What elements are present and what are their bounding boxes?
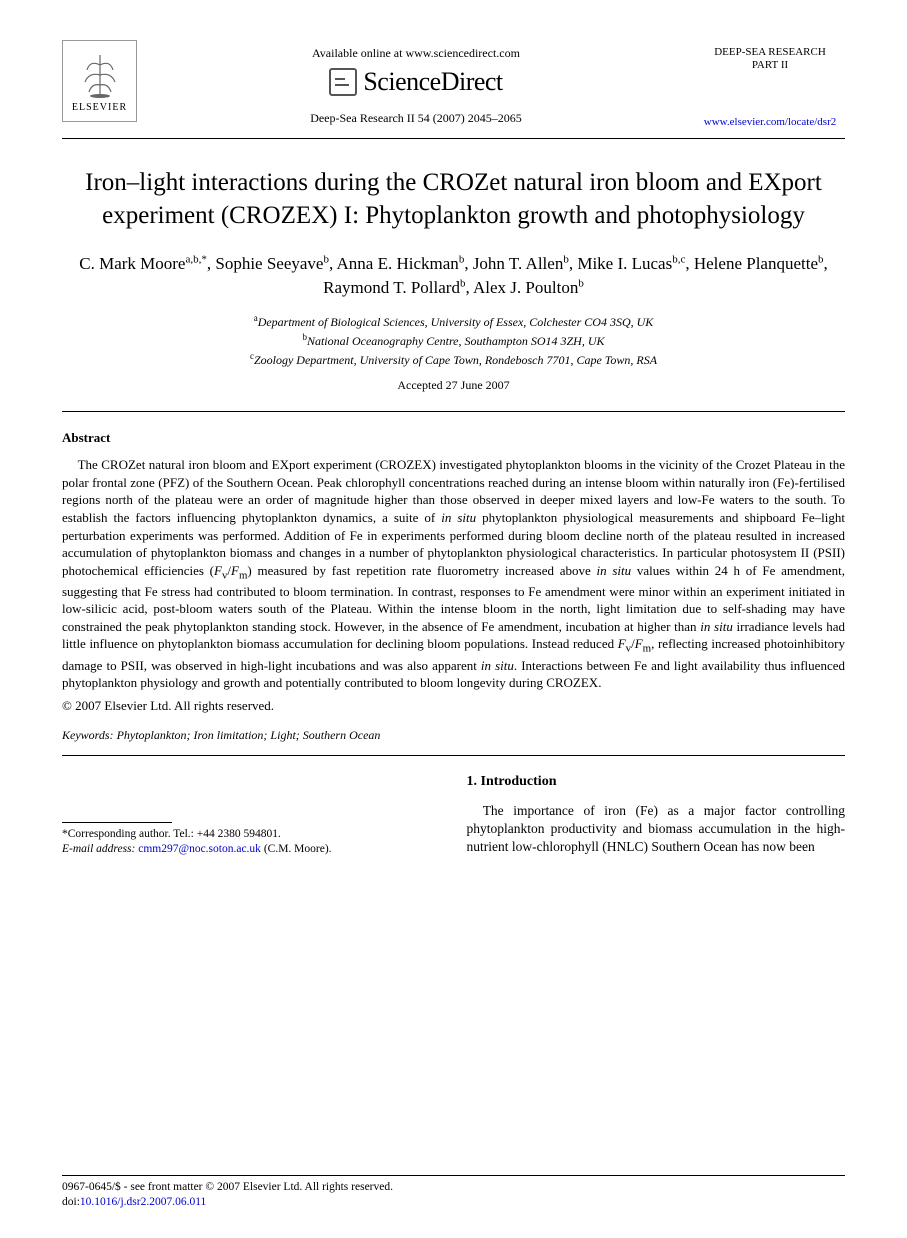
- sciencedirect-text: ScienceDirect: [363, 67, 502, 97]
- accepted-date: Accepted 27 June 2007: [62, 378, 845, 393]
- email-name: (C.M. Moore).: [264, 843, 332, 855]
- available-online-text: Available online at www.sciencedirect.co…: [137, 46, 695, 61]
- right-header: DEEP-SEA RESEARCH PART II www.elsevier.c…: [695, 40, 845, 130]
- footer-rule: [62, 1175, 845, 1176]
- keywords-list: Phytoplankton; Iron limitation; Light; S…: [117, 728, 381, 742]
- abstract-copyright: © 2007 Elsevier Ltd. All rights reserved…: [62, 698, 845, 714]
- doi-link[interactable]: 10.1016/j.dsr2.2007.06.011: [80, 1196, 206, 1208]
- journal-name-line1: DEEP-SEA RESEARCH: [714, 46, 826, 58]
- header-rule: [62, 138, 845, 139]
- email-line: E-mail address: cmm297@noc.soton.ac.uk (…: [62, 842, 441, 857]
- sciencedirect-logo: ScienceDirect: [137, 67, 695, 97]
- abstract-heading: Abstract: [62, 430, 845, 446]
- article-title: Iron–light interactions during the CROZe…: [62, 167, 845, 232]
- keywords-label: Keywords:: [62, 728, 114, 742]
- elsevier-logo: ELSEVIER: [62, 40, 137, 122]
- right-column: 1. Introduction The importance of iron (…: [467, 774, 846, 857]
- journal-reference: Deep-Sea Research II 54 (2007) 2045–2065: [137, 111, 695, 126]
- corresponding-email-link[interactable]: cmm297@noc.soton.ac.uk: [138, 843, 261, 855]
- corresponding-author-footnote: *Corresponding author. Tel.: +44 2380 59…: [62, 827, 441, 857]
- email-label: E-mail address:: [62, 843, 135, 855]
- affiliation-a: aDepartment of Biological Sciences, Univ…: [62, 312, 845, 331]
- issn-line: 0967-0645/$ - see front matter © 2007 El…: [62, 1180, 845, 1195]
- sciencedirect-icon: [329, 68, 357, 96]
- introduction-paragraph: The importance of iron (Fe) as a major f…: [467, 802, 846, 857]
- elsevier-tree-icon: [75, 50, 125, 100]
- affiliation-b: bNational Oceanography Centre, Southampt…: [62, 331, 845, 350]
- corresponding-line: *Corresponding author. Tel.: +44 2380 59…: [62, 827, 441, 842]
- introduction-heading: 1. Introduction: [467, 774, 846, 790]
- post-abstract-rule: [62, 755, 845, 756]
- publisher-label: ELSEVIER: [72, 102, 127, 113]
- doi-label: doi:: [62, 1196, 80, 1208]
- affiliations: aDepartment of Biological Sciences, Univ…: [62, 312, 845, 368]
- page-header: ELSEVIER Available online at www.science…: [62, 40, 845, 130]
- journal-name-line2: PART II: [752, 59, 788, 71]
- journal-name: DEEP-SEA RESEARCH PART II: [695, 46, 845, 72]
- affiliation-c: cZoology Department, University of Cape …: [62, 350, 845, 369]
- footnote-rule: [62, 822, 172, 823]
- pre-abstract-rule: [62, 411, 845, 412]
- abstract-body: The CROZet natural iron bloom and EXport…: [62, 456, 845, 691]
- left-column: *Corresponding author. Tel.: +44 2380 59…: [62, 774, 441, 857]
- lower-columns: *Corresponding author. Tel.: +44 2380 59…: [62, 774, 845, 857]
- center-header: Available online at www.sciencedirect.co…: [137, 40, 695, 126]
- doi-line: doi:10.1016/j.dsr2.2007.06.011: [62, 1195, 845, 1210]
- authors-list: C. Mark Moorea,b,*, Sophie Seeyaveb, Ann…: [62, 252, 845, 300]
- journal-url-link[interactable]: www.elsevier.com/locate/dsr2: [704, 116, 836, 128]
- page-footer: 0967-0645/$ - see front matter © 2007 El…: [62, 1175, 845, 1210]
- keywords: Keywords: Phytoplankton; Iron limitation…: [62, 728, 845, 743]
